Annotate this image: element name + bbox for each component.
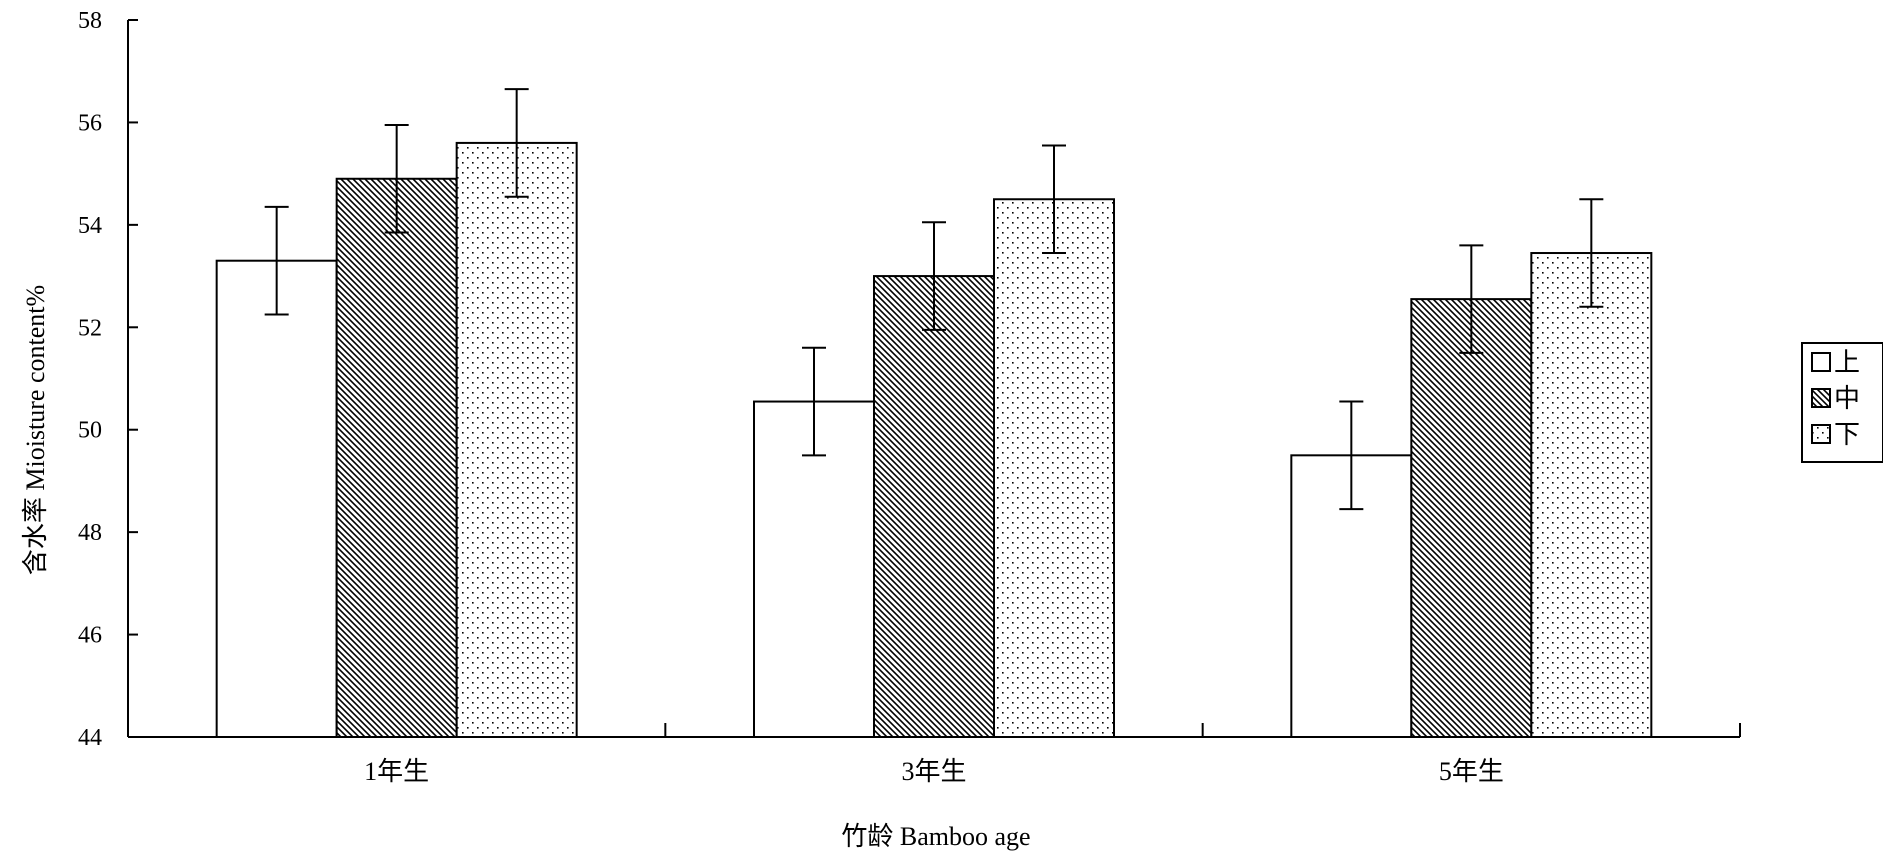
y-tick-label-52: 52	[78, 315, 102, 341]
legend-label-3: 下	[1834, 420, 1860, 449]
bar-1-2	[335, 177, 458, 738]
y-tick-label-50: 50	[78, 418, 102, 444]
y-tick-label-54: 54	[78, 213, 102, 239]
legend-label-2: 中	[1834, 384, 1860, 413]
x-tick-label-3: 5年生	[1439, 757, 1504, 786]
bar-2-1	[753, 400, 875, 738]
y-tick-label-46: 46	[78, 623, 102, 649]
x-tick-label-2: 3年生	[901, 757, 966, 786]
bar-2-3	[993, 198, 1115, 738]
y-tick-label-56: 56	[78, 110, 102, 136]
bar-1-3	[455, 141, 578, 738]
y-axis-title: 含水率 Mioisture content%	[21, 285, 50, 575]
legend-swatch-3	[1811, 424, 1831, 444]
bar-1-1	[215, 259, 338, 738]
bar-3-3	[1530, 252, 1653, 738]
y-tick-label-44: 44	[78, 725, 102, 751]
error-bars-layer	[264, 88, 1604, 511]
bar-3-2	[1410, 298, 1533, 738]
legend-swatch-1	[1811, 352, 1831, 372]
x-axis-title: 竹龄 Bamboo age	[841, 822, 1030, 851]
axes-layer: 44 46 48 50 52 54 56 58 1年生 3年生 5年生	[78, 8, 1741, 786]
y-tick-label-48: 48	[78, 520, 102, 546]
bar-2-2	[873, 275, 995, 738]
legend-label-1: 上	[1834, 348, 1860, 377]
legend: 上中下	[1801, 342, 1883, 463]
y-tick-label-58: 58	[78, 8, 102, 34]
x-tick-label-1: 1年生	[364, 757, 429, 786]
bars-layer	[215, 141, 1653, 738]
legend-swatch-2	[1811, 388, 1831, 408]
